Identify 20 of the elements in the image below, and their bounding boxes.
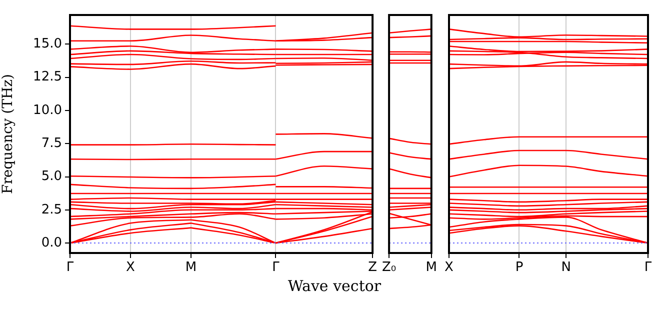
x-tick-label: Z₀ <box>382 260 396 276</box>
x-tick-label: Z <box>368 260 378 276</box>
y-tick-label: 7.5 <box>41 136 62 151</box>
x-tick-label: N <box>561 260 571 276</box>
y-tick-label: 10.0 <box>33 102 62 118</box>
y-axis-title: Frequency (THz) <box>0 74 16 194</box>
y-tick-label: 12.5 <box>33 70 62 85</box>
y-tick-label: 5.0 <box>41 169 62 184</box>
x-tick-label: P <box>515 260 524 276</box>
x-tick-label: Γ <box>644 260 652 276</box>
x-tick-label: X <box>444 260 454 276</box>
x-tick-label: X <box>126 260 136 276</box>
x-tick-label: M <box>426 260 437 276</box>
x-tick-label: M <box>185 260 197 276</box>
y-tick-label: 2.5 <box>41 202 62 218</box>
y-tick-label: 15.0 <box>33 36 62 52</box>
x-tick-label: Γ <box>272 260 280 276</box>
y-tick-label: 0.0 <box>41 235 62 250</box>
x-axis-title: Wave vector <box>286 277 382 295</box>
x-tick-label: Γ <box>66 260 74 276</box>
